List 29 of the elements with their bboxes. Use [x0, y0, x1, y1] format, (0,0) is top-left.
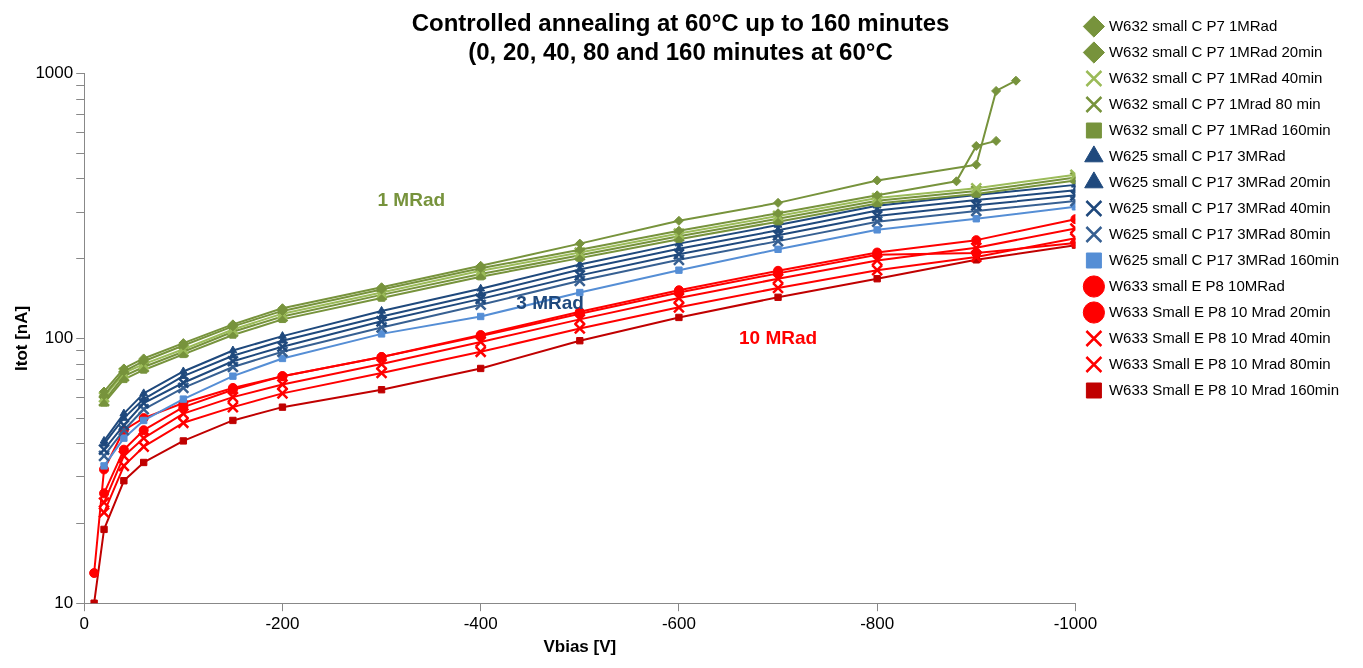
- x-tick-label: -600: [661, 614, 696, 634]
- y-tick-label: 1000: [35, 63, 74, 83]
- legend-label: W625 small C P17 3MRad 80min: [1108, 224, 1331, 242]
- legend-label: W633 Small E P8 10 Mrad 40min: [1108, 328, 1331, 346]
- y-axis-title: Itot [nA]: [11, 305, 31, 371]
- legend-label: W633 Small E P8 10 Mrad 80min: [1108, 354, 1331, 372]
- legend-label: W625 small C P17 3MRad 160min: [1108, 250, 1339, 268]
- x-tick-label: -1000: [1053, 614, 1098, 634]
- annotation: 10 MRad: [738, 326, 818, 348]
- legend-label: W625 small C P17 3MRad 40min: [1108, 198, 1331, 216]
- legend-label: W632 small C P7 1MRad: [1108, 16, 1278, 34]
- chart-title: Controlled annealing at 60°C up to 160 minutes (0, 20, 40, 80 and 160 minutes at 60°C: [411, 9, 950, 65]
- legend-label: W632 small C P7 1MRad 20min: [1108, 42, 1323, 60]
- legend-label: W632 small C P7 1Mrad 80 min: [1108, 94, 1321, 112]
- x-tick-label: -200: [265, 614, 300, 634]
- legend-label: W632 small C P7 1MRad 160min: [1108, 120, 1331, 138]
- legend-label: W632 small C P7 1MRad 40min: [1108, 68, 1323, 86]
- y-tick-label: 100: [44, 328, 74, 348]
- legend-label: W633 Small E P8 10 Mrad 20min: [1108, 302, 1331, 320]
- legend-label: W633 Small E P8 10 Mrad 160min: [1108, 380, 1339, 398]
- legend-label: W625 small C P17 3MRad: [1108, 146, 1286, 164]
- x-axis-title: Vbias [V]: [543, 637, 617, 657]
- x-tick-label: -800: [860, 614, 895, 634]
- x-tick-label: 0: [79, 614, 89, 634]
- annotation: 1 MRad: [377, 188, 446, 210]
- y-tick-label: 10: [54, 592, 74, 612]
- legend-label: W625 small C P17 3MRad 20min: [1108, 172, 1331, 190]
- x-tick-label: -400: [463, 614, 498, 634]
- legend-label: W633 small E P8 10MRad: [1108, 276, 1285, 294]
